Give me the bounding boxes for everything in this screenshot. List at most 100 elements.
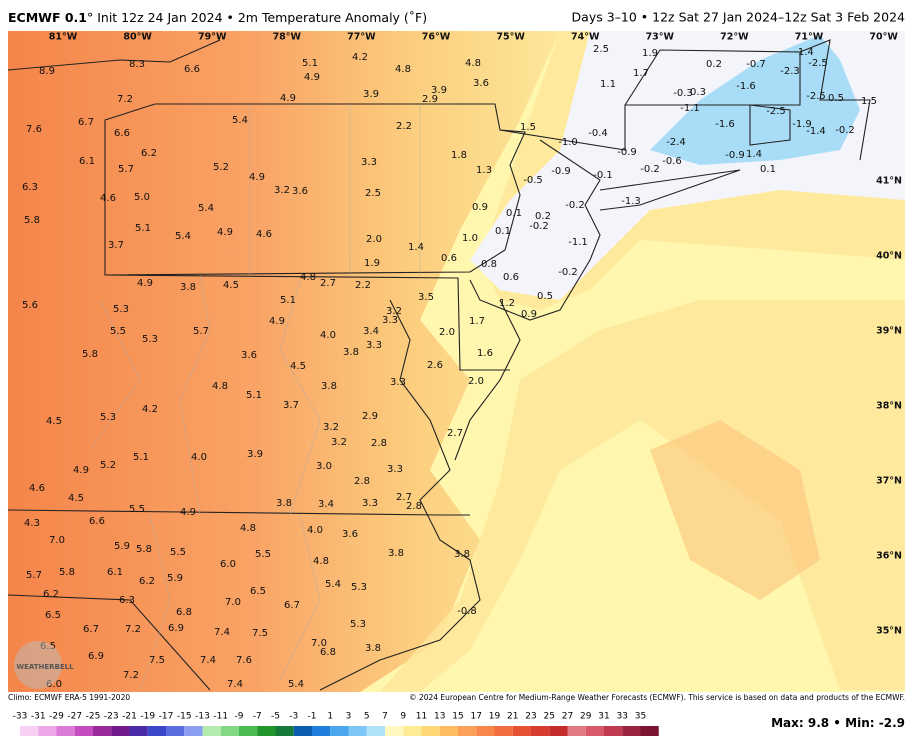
station-value: 2.2 [396,121,412,132]
station-value: 0.3 [690,87,706,98]
station-value: -2.5 [766,106,786,117]
station-value: 7.2 [125,624,141,635]
colorbar-tick-label: -29 [49,712,64,722]
colorbar-tick-label: 21 [507,712,518,722]
station-value: -0.9 [551,166,571,177]
station-value: 7.0 [225,597,241,608]
station-value: -1.0 [558,137,578,148]
station-value: -0.4 [588,128,608,139]
station-value: 1.6 [477,348,493,359]
station-value: 4.8 [465,58,481,69]
colorbar-swatch [74,726,93,736]
station-value: 1.2 [499,298,515,309]
station-value: -0.2 [565,200,585,211]
station-value: 4.9 [73,465,89,476]
colorbar: -33 -31 -29 -27 -25 -23 -21 -19 -17 -15 -13 -11 -9 -7… [13,712,659,736]
latitude-label: 36°N [876,551,902,562]
logo-text: WEATHERBELL [16,663,74,671]
station-value: 5.5 [255,549,271,560]
station-value: 6.2 [139,576,155,587]
station-value: 7.0 [49,535,65,546]
station-value: 5.3 [142,334,158,345]
station-value: 5.1 [135,223,151,234]
station-value: 7.0 [311,638,327,649]
station-value: 5.1 [280,295,296,306]
station-value: 6.6 [184,64,200,75]
colorbar-swatch [549,726,568,736]
station-value: -0.2 [558,267,578,278]
title: ECMWF 0.1° Init 12z 24 Jan 2024 • 2m Tem… [8,10,427,25]
colorbar-tick-label: -15 [177,712,192,722]
station-value: 4.0 [307,525,323,536]
colorbar-swatch [293,726,312,736]
station-value: 3.3 [382,315,398,326]
colorbar-swatch [111,726,130,736]
station-value: 6.8 [320,647,336,658]
longitude-label: 74°W [571,32,600,43]
station-value: 6.8 [176,607,192,618]
station-value: 8.3 [129,59,145,70]
station-value: 6.5 [250,586,266,597]
station-value: -0.9 [725,150,745,161]
colorbar-swatch [403,726,422,736]
latitude-label: 38°N [876,401,902,412]
station-value: 3.6 [292,186,308,197]
station-value: 5.4 [288,679,304,690]
station-value: -1.1 [680,103,700,114]
station-value: 1.4 [746,149,762,160]
colorbar-swatch [93,726,112,736]
station-value: 7.4 [214,627,230,638]
colorbar-tick-label: 1 [327,712,333,722]
colorbar-tick-label: 11 [416,712,427,722]
station-value: 4.8 [300,272,316,283]
station-value: 7.6 [26,124,42,135]
station-value: 3.0 [316,461,332,472]
colorbar-swatch [640,726,659,736]
min-label: Min: [845,716,874,730]
station-value: 1.1 [600,79,616,90]
colorbar-tick-label: -3 [289,712,298,722]
station-value: 4.8 [212,381,228,392]
station-value: 4.8 [240,523,256,534]
logo: WEATHERBELL [14,641,74,689]
station-value: -1.4 [806,126,826,137]
station-value: 3.8 [388,548,404,559]
station-value: 4.2 [352,52,368,63]
colorbar-swatch [348,726,367,736]
station-value: 6.2 [43,589,59,600]
station-value: 3.2 [331,437,347,448]
colorbar-swatch [184,726,203,736]
station-value: 5.4 [198,203,214,214]
station-value: 6.1 [79,156,95,167]
cold-region [650,35,860,165]
station-value: 7.5 [149,655,165,666]
station-value: 4.9 [180,507,196,518]
station-value: 3.4 [318,499,334,510]
latitude-label: 40°N [876,251,902,262]
colorbar-swatch [421,726,440,736]
station-value: 5.4 [232,115,248,126]
station-value: 1.7 [633,68,649,79]
station-value: 5.1 [246,390,262,401]
station-value: 3.9 [247,449,263,460]
colorbar-tick-label: 15 [452,712,463,722]
station-value: 3.3 [362,498,378,509]
station-value: 5.5 [170,547,186,558]
colorbar-tick-label: -9 [235,712,244,722]
station-value: 5.8 [24,215,40,226]
station-value: 7.4 [227,679,243,690]
station-value: 5.6 [22,300,38,311]
station-value: -1.6 [715,119,735,130]
station-value: 4.9 [137,278,153,289]
borders [7,39,871,691]
station-value: 2.0 [366,234,382,245]
colorbar-swatch [458,726,477,736]
station-value: 6.3 [119,595,135,606]
station-value: -0.2 [529,221,549,232]
colorbar-tick-label: -23 [104,712,119,722]
station-value: 0.2 [706,59,722,70]
station-value: 4.8 [313,556,329,567]
colorbar-tick-label: -13 [195,712,210,722]
station-value: 5.3 [113,304,129,315]
station-value: 2.7 [396,492,412,503]
